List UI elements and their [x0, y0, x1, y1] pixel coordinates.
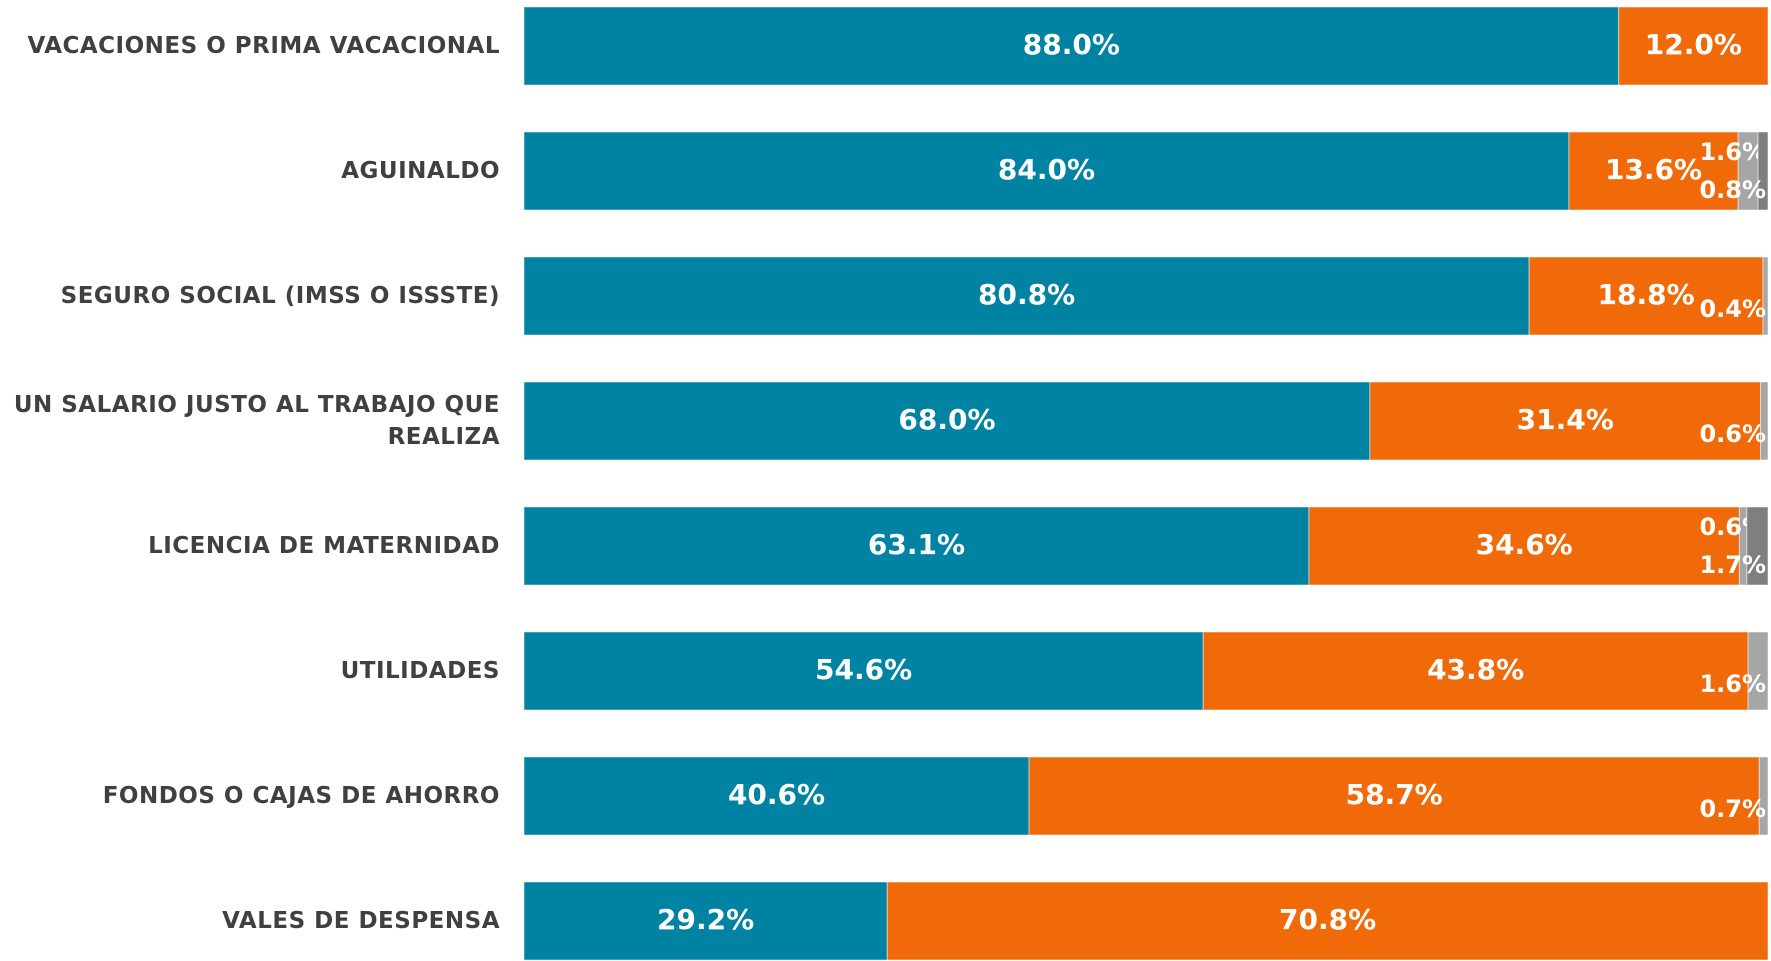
- value-label: 54.6%: [815, 653, 912, 686]
- value-label: 0.6%: [1699, 420, 1766, 448]
- value-label: 40.6%: [728, 778, 825, 811]
- bar-segment: [523, 6, 1620, 86]
- bar-segment: [1369, 381, 1762, 461]
- bar-segment: [523, 881, 888, 961]
- bar-segment: [523, 631, 1204, 711]
- bar-segment: [1202, 631, 1749, 711]
- bar-segment: [1757, 131, 1769, 211]
- category-label: FONDOS O CAJAS DE AHORRO: [102, 783, 500, 809]
- value-label: 0.4%: [1699, 295, 1766, 323]
- bar-segment: [523, 756, 1030, 836]
- value-label: 84.0%: [998, 153, 1095, 186]
- bar-segment: [1762, 256, 1769, 336]
- bar-segment: [523, 256, 1530, 336]
- category-label: AGUINALDO: [341, 158, 500, 184]
- bar-segment: [523, 506, 1310, 586]
- value-label: 12.0%: [1645, 28, 1742, 61]
- value-label: 29.2%: [657, 903, 754, 936]
- bar-segment: [523, 381, 1371, 461]
- bar-segment: [1528, 256, 1764, 336]
- category-label: SEGURO SOCIAL (IMSS O ISSSTE): [60, 283, 500, 309]
- value-label: 43.8%: [1427, 653, 1524, 686]
- value-label: 0.8%: [1699, 176, 1766, 204]
- value-label: 1.6%: [1699, 138, 1766, 166]
- value-label: 88.0%: [1023, 28, 1120, 61]
- value-label: 58.7%: [1346, 778, 1443, 811]
- bar-segment: [886, 881, 1769, 961]
- category-label: LICENCIA DE MATERNIDAD: [148, 533, 500, 559]
- category-label: UN SALARIO JUSTO AL TRABAJO QUE REALIZA: [13, 392, 500, 450]
- bar-segment: [1747, 631, 1769, 711]
- bar-segment: [1760, 381, 1769, 461]
- value-label: 1.6%: [1699, 670, 1766, 698]
- category-label: VACACIONES O PRIMA VACACIONAL: [27, 33, 500, 59]
- bar-segment: [1758, 756, 1769, 836]
- value-label: 0.7%: [1699, 795, 1766, 823]
- value-label: 70.8%: [1279, 903, 1376, 936]
- value-label: 63.1%: [868, 528, 965, 561]
- category-label: UTILIDADES: [340, 658, 500, 684]
- value-label: 1.7%: [1699, 551, 1766, 579]
- bar-segment: [1028, 756, 1760, 836]
- category-label: VALES DE DESPENSA: [222, 908, 500, 934]
- value-label: 18.8%: [1598, 278, 1695, 311]
- bar-segment: [523, 131, 1570, 211]
- bar-segment: [1618, 6, 1769, 86]
- value-label: 13.6%: [1605, 153, 1702, 186]
- value-label: 80.8%: [978, 278, 1075, 311]
- bar-segment: [1746, 506, 1769, 586]
- value-label: 31.4%: [1517, 403, 1614, 436]
- value-label: 68.0%: [898, 403, 995, 436]
- value-label: 34.6%: [1476, 528, 1573, 561]
- bar-segment: [1568, 131, 1739, 211]
